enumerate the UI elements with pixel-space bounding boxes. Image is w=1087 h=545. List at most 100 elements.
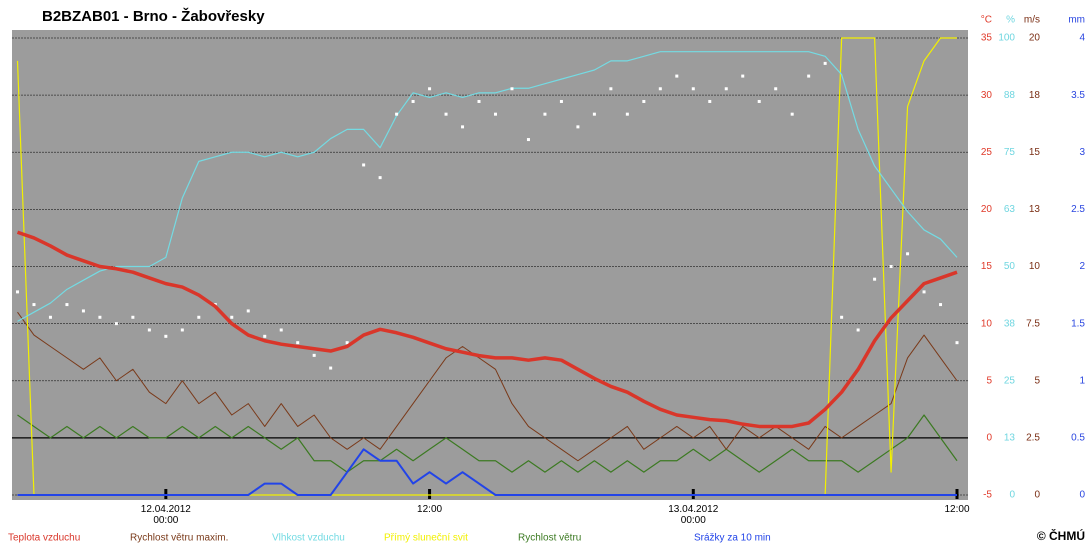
- y-tick-label: 10: [1029, 261, 1041, 272]
- y-tick-label: 225: [1045, 204, 1062, 215]
- series-point: [592, 112, 596, 116]
- series-line: [17, 51, 958, 322]
- legend-entry: Vlhkost vzduchu: [272, 533, 345, 544]
- y-tick-label: 88: [1004, 90, 1016, 101]
- series-point: [906, 252, 910, 256]
- y-tick-label: 0: [1034, 490, 1040, 501]
- series-point: [114, 322, 118, 326]
- legend-entry: Rychlost větru maxim.: [130, 533, 228, 544]
- legend-entry: Srážky za 10 min: [694, 533, 771, 544]
- series-point: [461, 125, 465, 129]
- y-tick-label: 270: [1045, 147, 1062, 158]
- series-point: [889, 265, 893, 268]
- y-tick-label: 50: [1004, 261, 1016, 272]
- y-tick-label: 4: [1079, 33, 1085, 44]
- y-tick-label: 0: [1079, 490, 1085, 501]
- series-point: [98, 315, 102, 319]
- y-tick-label: 360: [1045, 33, 1062, 44]
- series-point: [840, 315, 844, 319]
- series-point: [81, 309, 85, 313]
- series-point: [329, 366, 333, 370]
- series-point: [493, 112, 497, 116]
- y-tick-label: 18: [1029, 90, 1041, 101]
- copyright: © ČHMÚ: [1037, 528, 1085, 543]
- legend-entry: Rychlost větru: [518, 533, 581, 544]
- y-tick-label: 0: [1056, 490, 1062, 501]
- y-tick-label: 1: [1079, 375, 1085, 386]
- series-point: [708, 99, 712, 103]
- series-point: [939, 303, 943, 307]
- series-point: [65, 303, 69, 307]
- series-point: [955, 341, 959, 345]
- series-point: [807, 74, 811, 78]
- series-point: [724, 87, 728, 91]
- series-point: [246, 309, 250, 313]
- y-tick-label: 25: [981, 147, 993, 158]
- y-tick-label: 0: [1009, 490, 1015, 501]
- series-point: [675, 74, 679, 78]
- y-tick-label: 38: [1004, 318, 1016, 329]
- y-tick-label: 100: [998, 33, 1015, 44]
- series-point: [48, 315, 52, 319]
- x-tick-label: 12:00: [944, 504, 969, 515]
- legend-entry: Přímý sluneční svit: [384, 533, 468, 544]
- axis-unit: °: [1058, 15, 1062, 26]
- series-point: [823, 61, 827, 65]
- axis-unit: %: [1006, 15, 1015, 26]
- series-point: [873, 277, 877, 281]
- y-tick-label: 0: [986, 433, 992, 444]
- axis-unit: mm: [1068, 15, 1085, 26]
- series-point: [197, 315, 201, 319]
- chart-title: B2BZAB01 - Brno - Žabovřesky: [42, 7, 265, 25]
- series-line: [17, 448, 958, 496]
- y-tick-label: 30: [981, 90, 993, 101]
- y-tick-label: 1.5: [1071, 318, 1085, 329]
- series-point: [477, 99, 481, 103]
- series-point: [774, 87, 778, 91]
- y-tick-label: 315: [1045, 90, 1062, 101]
- y-tick-label: 3: [1079, 147, 1085, 158]
- y-tick-label: 20: [981, 204, 993, 215]
- series-line: [17, 311, 958, 462]
- series-point: [790, 112, 794, 116]
- series-point: [131, 315, 135, 319]
- y-tick-label: 3.5: [1071, 90, 1085, 101]
- y-tick-label: 90: [1051, 375, 1063, 386]
- y-tick-label: 75: [1004, 147, 1016, 158]
- series-line: [16, 230, 958, 429]
- series-point: [180, 328, 184, 332]
- series-point: [411, 99, 415, 103]
- y-tick-label: -5: [983, 490, 992, 501]
- y-tick-label: 25: [1004, 375, 1016, 386]
- y-tick-label: 2.5: [1071, 204, 1085, 215]
- series-point: [642, 99, 646, 103]
- x-tick-label: 13.04.2012 00:00: [668, 504, 718, 526]
- series-point: [15, 290, 19, 294]
- series-point: [378, 176, 382, 180]
- axis-unit: m/s: [1024, 15, 1040, 26]
- plot-area: [12, 30, 968, 500]
- series-point: [147, 328, 151, 332]
- y-tick-label: 135: [1045, 318, 1062, 329]
- series-point: [922, 290, 926, 294]
- series-point: [395, 112, 399, 116]
- series-point: [296, 341, 300, 345]
- y-tick-label: 13: [1004, 433, 1016, 444]
- series-point: [263, 334, 267, 338]
- series-point: [230, 315, 234, 319]
- series-point: [609, 87, 613, 91]
- axis-unit: °C: [981, 15, 992, 26]
- series-point: [543, 112, 547, 116]
- y-tick-label: 2.5: [1026, 433, 1040, 444]
- series-point: [757, 99, 761, 103]
- legend-entry: Směr větru: [612, 533, 661, 544]
- series-point: [856, 328, 860, 332]
- y-tick-label: 7.5: [1026, 318, 1040, 329]
- series-point: [164, 334, 168, 338]
- y-tick-label: 15: [1029, 147, 1041, 158]
- y-tick-label: 35: [981, 33, 993, 44]
- series-point: [32, 303, 36, 307]
- y-tick-label: 45: [1051, 433, 1063, 444]
- y-tick-label: 15: [981, 261, 993, 272]
- y-tick-label: 13: [1029, 204, 1041, 215]
